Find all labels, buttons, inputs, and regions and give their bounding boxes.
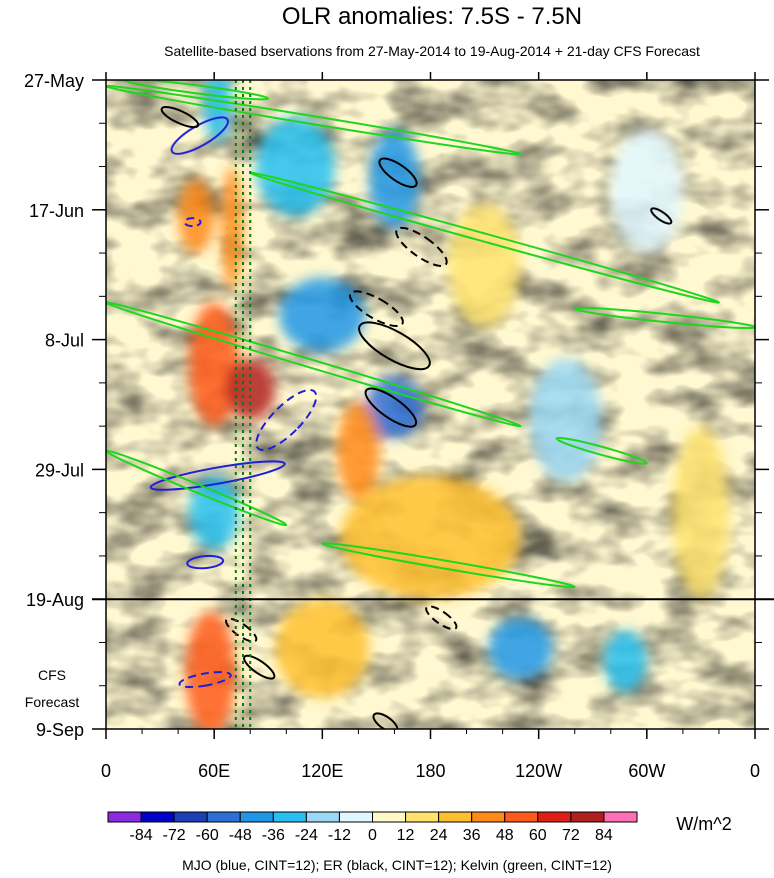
er-contour	[243, 654, 276, 680]
colorbar-label: 84	[595, 827, 613, 844]
anomaly-feature	[488, 617, 554, 680]
mjo-contour	[183, 217, 202, 228]
chart-subtitle: Satellite-based bservations from 27-May-…	[164, 43, 700, 59]
y-tick-label: 29-Jul	[35, 460, 84, 480]
anomaly-feature	[529, 358, 602, 482]
forecast-label-line-1: CFS	[38, 667, 66, 683]
colorbar-label: -60	[196, 827, 219, 844]
anomaly-feature	[185, 611, 236, 729]
mjo-contour	[255, 388, 318, 451]
colorbar-swatch	[338, 811, 373, 823]
colorbar-swatch	[504, 811, 539, 823]
colorbar-swatch	[603, 811, 638, 823]
mjo-contour	[149, 460, 286, 491]
mjo-contour	[186, 554, 225, 570]
colorbar-swatch	[570, 811, 605, 823]
colorbar-label: 24	[430, 827, 448, 844]
er-contour	[160, 106, 200, 129]
colorbar-swatch	[272, 811, 307, 823]
colorbar-swatch	[107, 811, 142, 823]
plot-area	[106, 80, 755, 729]
er-contour	[650, 207, 673, 225]
colorbar-swatch	[372, 811, 407, 823]
kelvin-contour	[106, 449, 288, 527]
y-tick-label: 17-Jun	[29, 201, 84, 221]
colorbar-label: -36	[262, 827, 285, 844]
x-tick-label: 60E	[198, 761, 230, 781]
anomaly-feature	[672, 426, 730, 600]
colorbar-label: 0	[368, 827, 377, 844]
x-tick-label: 0	[750, 761, 760, 781]
x-tick-label: 180	[415, 761, 445, 781]
colorbar-unit: W/m^2	[676, 814, 731, 834]
colorbar-label: 48	[496, 827, 514, 844]
er-contour	[395, 226, 448, 267]
y-tick-label: 8-Jul	[45, 331, 84, 351]
er-contour	[348, 290, 404, 328]
kelvin-contour	[321, 542, 576, 589]
colorbar-swatch	[206, 811, 241, 823]
colorbar-swatch	[405, 811, 440, 823]
colorbar-swatch	[471, 811, 506, 823]
er-contour	[425, 605, 458, 631]
forecast-label-line-2: Forecast	[25, 694, 80, 710]
reference-longitude-lines	[234, 80, 252, 729]
anomaly-feature	[448, 203, 521, 328]
colorbar-label: -48	[229, 827, 252, 844]
anomaly-feature	[279, 277, 366, 352]
anomaly-feature	[336, 401, 381, 501]
colorbar-swatch	[239, 811, 274, 823]
colorbar-label: 72	[562, 827, 580, 844]
anomaly-feature	[365, 376, 424, 439]
er-contour	[225, 617, 258, 643]
anomaly-feature	[610, 129, 683, 254]
x-tick-label: 60W	[628, 761, 665, 781]
y-axis: 27-May 17-Jun 8-Jul 29-Jul 19-Aug 9-Sep	[24, 71, 769, 740]
colorbar-label: -72	[163, 827, 186, 844]
er-contour	[372, 712, 399, 729]
x-axis: 0 60E 120E 180 120W 60W 0	[101, 72, 760, 781]
er-contour	[364, 387, 418, 428]
y-tick-label: 27-May	[24, 71, 84, 91]
colorbar-label: 36	[463, 827, 481, 844]
y-tick-label: 19-Aug	[26, 590, 84, 610]
colorbar-label: -12	[328, 827, 351, 844]
colorbar-label: -84	[130, 827, 153, 844]
colorbar-label: -24	[295, 827, 318, 844]
x-tick-label: 120W	[515, 761, 562, 781]
er-contour	[358, 321, 431, 371]
anomaly-feature	[275, 599, 370, 699]
colorbar-swatch	[140, 811, 175, 823]
olr-anomaly-features	[178, 80, 730, 729]
anomaly-feature	[603, 630, 647, 692]
chart-footer: MJO (blue, CINT=12); ER (black, CINT=12)…	[182, 857, 612, 873]
y-tick-label: 9-Sep	[36, 720, 84, 740]
colorbar-swatch	[305, 811, 340, 823]
colorbar-swatch	[173, 811, 208, 823]
anomaly-feature	[221, 166, 244, 291]
colorbar-swatch	[438, 811, 473, 823]
kelvin-contour	[555, 436, 648, 465]
x-tick-label: 120E	[301, 761, 343, 781]
colorbar-swatch	[537, 811, 572, 823]
anomaly-feature	[203, 80, 233, 142]
anomaly-feature	[178, 178, 215, 254]
chart-title: OLR anomalies: 7.5S - 7.5N	[282, 3, 582, 30]
colorbar-label: 12	[397, 827, 415, 844]
anomaly-feature	[255, 117, 335, 216]
x-tick-label: 0	[101, 761, 111, 781]
colorbar: -84 -72 -60 -48 -36 -24 -12 0 12 24 36 48 60 72 84	[107, 811, 638, 844]
er-contour	[378, 157, 418, 188]
mjo-contour	[178, 671, 232, 688]
anomaly-feature	[340, 475, 521, 600]
colorbar-label: 60	[529, 827, 547, 844]
